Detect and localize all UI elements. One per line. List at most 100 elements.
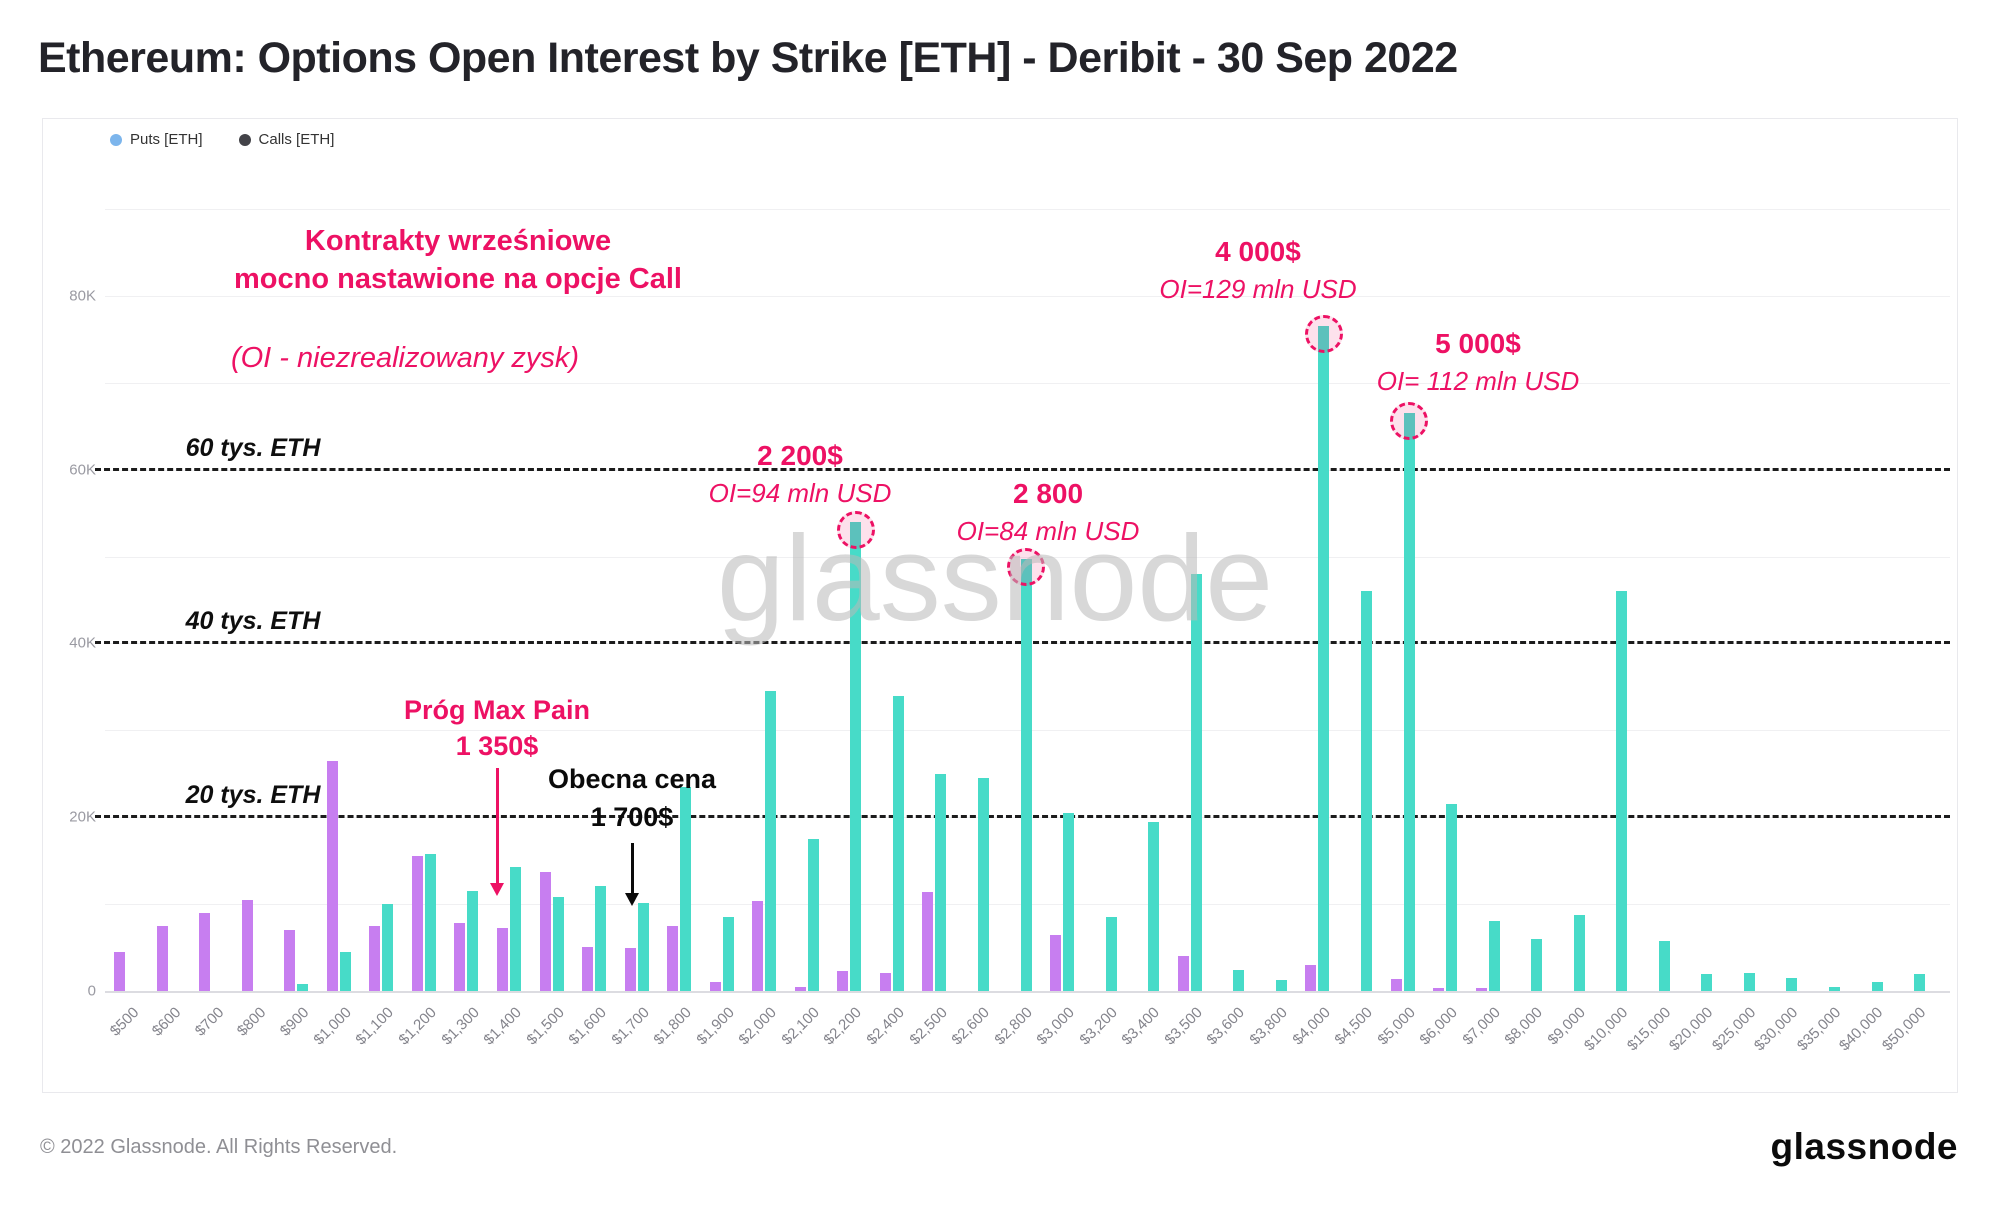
put-bar-$2,000[interactable] [752,900,764,991]
call-bar-$1,800[interactable] [680,786,692,991]
put-bar-$6,000[interactable] [1433,988,1445,991]
call-bar-$3,000[interactable] [1063,812,1075,991]
call-bar-$10,000[interactable] [1616,591,1628,991]
put-bar-$2,400[interactable] [879,972,891,991]
legend-item-calls[interactable]: Calls [ETH] [238,131,334,148]
x-label-$10,000: $10,000 [1580,1004,1632,1055]
call-bar-$3,800[interactable] [1275,979,1287,991]
call-bar-$2,500[interactable] [935,773,947,991]
calls-legend-dot-icon [238,133,251,146]
callout-5000-sub: OI= 112 mln USD [1376,366,1580,396]
x-label-$600: $600 [148,1004,185,1040]
x-label-$3,200: $3,200 [1076,1004,1121,1049]
x-label-$20,000: $20,000 [1666,1004,1717,1055]
put-bar-$1,900[interactable] [709,982,721,991]
call-bar-$2,100[interactable] [807,838,819,991]
call-bar-$1,000[interactable] [339,951,351,991]
x-label-$2,100: $2,100 [778,1004,823,1049]
call-bar-$2,600[interactable] [978,778,989,991]
callout-4000: 4 000$ OI=129 mln USD [1159,236,1356,305]
put-bar-$3,500[interactable] [1177,956,1189,991]
x-label-$8,000: $8,000 [1501,1004,1547,1049]
gridline-90k [105,208,1950,210]
x-label-$3,800: $3,800 [1246,1004,1291,1049]
put-bar-$1,400[interactable] [496,927,508,991]
call-bar-$1,100[interactable] [382,904,394,991]
x-label-$1,000: $1,000 [310,1004,355,1049]
call-bar-$9,000[interactable] [1573,915,1585,991]
x-label-$2,000: $2,000 [735,1004,781,1049]
call-bar-$1,600[interactable] [595,885,607,991]
reference-line-60k [95,467,1950,471]
page-title: Ethereum: Options Open Interest by Strik… [38,34,1458,82]
put-bar-$800[interactable] [241,899,253,991]
call-bar-$3,500[interactable] [1190,573,1202,991]
call-bar-$25,000[interactable] [1743,972,1755,991]
x-label-$1,100: $1,100 [352,1004,398,1049]
call-bar-$4,000[interactable] [1318,326,1330,991]
call-bar-$1,200[interactable] [424,853,436,991]
call-bar-$30,000[interactable] [1786,977,1798,991]
callout-4000-title: 4 000$ [1215,236,1301,267]
call-bar-$3,200[interactable] [1105,917,1117,991]
put-bar-$3,000[interactable] [1050,935,1062,991]
x-label-$1,800: $1,800 [650,1004,696,1049]
put-bar-$2,100[interactable] [794,986,806,991]
put-bar-$900[interactable] [284,930,296,991]
call-bar-$1,400[interactable] [509,866,521,991]
current-price-arrow-line [631,843,634,893]
put-bar-$2,500[interactable] [922,891,934,991]
call-bar-$1,900[interactable] [722,917,734,991]
put-bar-$1,800[interactable] [667,925,679,991]
x-label-$4,500: $4,500 [1331,1004,1376,1049]
x-label-$30,000: $30,000 [1751,1004,1802,1055]
max-pain-line1: Próg Max Pain [403,695,591,725]
put-bar-$1,300[interactable] [454,923,466,991]
call-bar-$5,000[interactable] [1403,413,1415,991]
call-bar-$900[interactable] [297,984,309,991]
put-bar-$600[interactable] [156,925,168,991]
put-bar-$500[interactable] [114,951,125,991]
put-bar-$700[interactable] [199,912,211,991]
glassnode-watermark: glassnode [716,510,1274,646]
call-bar-$3,400[interactable] [1148,821,1160,991]
y-tick-80K: 80K [69,287,96,305]
call-bar-$4,500[interactable] [1360,591,1372,991]
call-bar-$2,000[interactable] [765,691,777,991]
call-bar-$35,000[interactable] [1829,986,1840,991]
put-bar-$1,500[interactable] [539,871,551,991]
call-bar-$40,000[interactable] [1871,982,1883,991]
call-bar-$6,000[interactable] [1446,804,1458,991]
put-bar-$1,000[interactable] [326,760,338,991]
put-bar-$2,200[interactable] [837,971,849,991]
call-bar-$2,800[interactable] [1020,559,1032,991]
highlight-circle-$5,000 [1390,402,1428,441]
put-bar-$5,000[interactable] [1390,978,1402,991]
annotation-headline-line1: Kontrakty wrześniowe [304,225,612,257]
x-label-$2,200: $2,200 [820,1004,866,1049]
call-bar-$15,000[interactable] [1658,941,1670,991]
legend-item-puts[interactable]: Puts [ETH] [110,131,203,148]
put-bar-$4,000[interactable] [1305,964,1317,991]
x-label-$3,000: $3,000 [1033,1004,1079,1049]
put-bar-$7,000[interactable] [1475,988,1487,991]
call-bar-$1,700[interactable] [637,903,649,991]
call-bar-$1,500[interactable] [552,897,564,991]
call-bar-$1,300[interactable] [467,891,479,991]
x-label-$1,600: $1,600 [565,1004,611,1049]
put-bar-$1,200[interactable] [411,856,423,991]
call-bar-$7,000[interactable] [1488,921,1500,991]
call-bar-$2,400[interactable] [892,695,904,991]
call-bar-$8,000[interactable] [1531,938,1543,991]
put-bar-$1,100[interactable] [369,925,381,991]
call-bar-$2,200[interactable] [850,521,862,991]
callout-2200-sub: OI=94 mln USD [708,478,892,508]
put-bar-$1,700[interactable] [624,947,636,991]
call-bar-$50,000[interactable] [1914,973,1926,991]
call-bar-$20,000[interactable] [1701,974,1713,991]
x-label-$4,000: $4,000 [1288,1004,1334,1049]
put-bar-$1,600[interactable] [582,946,594,991]
callout-2800-title: 2 800 [1012,478,1084,509]
max-pain-arrow-line [496,768,499,883]
call-bar-$3,600[interactable] [1233,970,1245,991]
